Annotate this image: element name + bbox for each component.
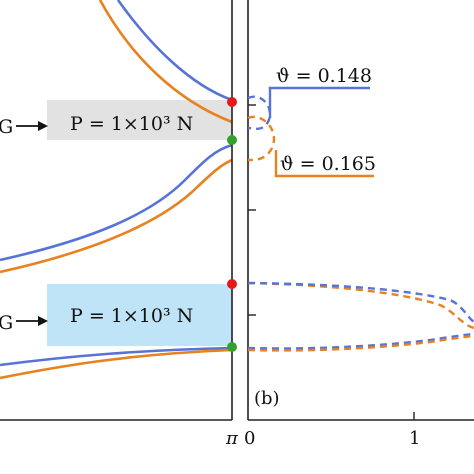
blue-upper-branch <box>116 0 233 102</box>
blue-dashed-lower <box>247 281 474 323</box>
blue-dashed-upper <box>247 95 271 130</box>
arrow-upper <box>16 121 48 131</box>
marker-green-upper <box>227 135 237 145</box>
x-tick-label-0: 0 <box>244 428 255 449</box>
x-tick-label-1: 1 <box>409 428 420 449</box>
orange-upper-branch <box>98 0 233 124</box>
right-panel-curves <box>247 95 474 352</box>
legend-label-orange: ϑ = 0.165 <box>280 153 376 175</box>
orange-middle-branch <box>0 158 233 274</box>
marker-red-upper <box>227 97 237 107</box>
orange-dashed-upper <box>247 115 276 162</box>
marker-green-lower <box>227 342 237 352</box>
orange-lower-branch <box>0 348 233 380</box>
annotation-box-lower-text: P = 1×10³ N <box>70 305 193 327</box>
legend-line-orange <box>274 150 374 178</box>
x-tick-label-pi: π <box>225 428 239 449</box>
blue-middle-branch <box>0 143 233 262</box>
orange-dashed-lower <box>247 281 474 330</box>
orange-dashed-bottom <box>247 334 474 352</box>
legend-label-blue: ϑ = 0.148 <box>276 65 372 87</box>
left-panel-curves <box>0 0 233 380</box>
blue-dashed-bottom <box>247 332 474 350</box>
annotation-g-upper: G <box>0 116 13 138</box>
panel-label-b: (b) <box>254 388 280 409</box>
annotation-box-upper-text: P = 1×10³ N <box>70 113 193 135</box>
annotation-g-lower: G <box>0 312 13 334</box>
arrow-lower <box>16 316 48 326</box>
blue-lower-branch <box>0 346 233 367</box>
annotation-box-lower <box>47 284 232 346</box>
legend-line-blue <box>268 86 370 118</box>
marker-red-lower <box>227 279 237 289</box>
right-panel-y-ticks <box>248 104 256 316</box>
